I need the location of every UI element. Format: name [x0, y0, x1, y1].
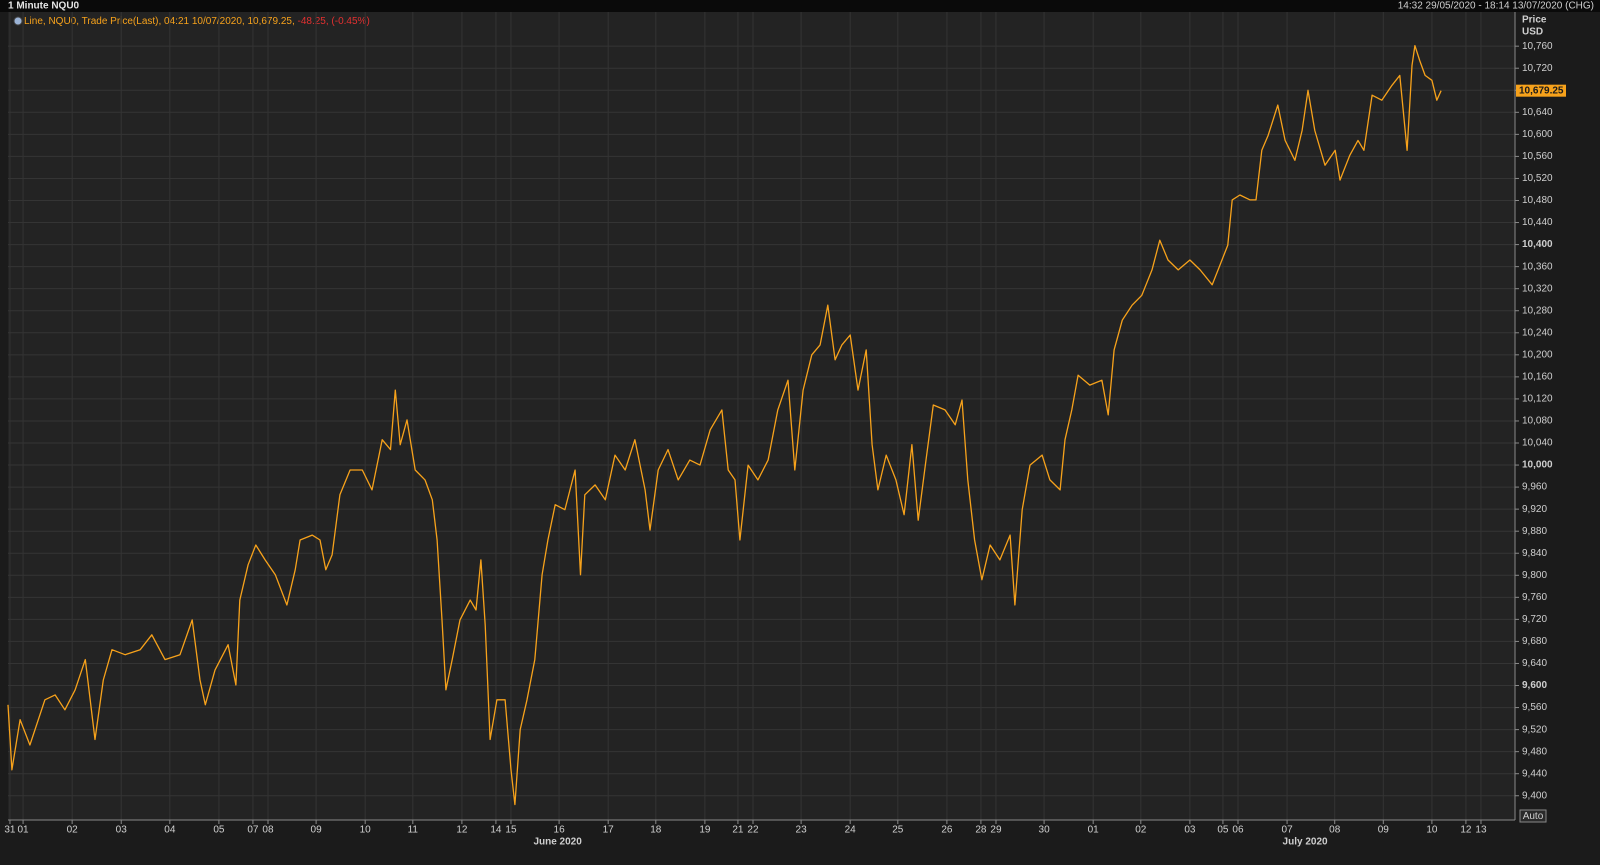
y-tick-label: 10,560: [1522, 151, 1553, 162]
x-tick-label: 31: [4, 825, 16, 836]
x-tick-label: 10: [1426, 825, 1438, 836]
last-value-label: 10,679.25: [1519, 85, 1564, 96]
price-line: [7, 44, 1442, 806]
x-tick-label: 16: [554, 825, 566, 836]
y-tick-label: 9,960: [1522, 482, 1547, 493]
y-tick-label: 9,680: [1522, 636, 1547, 647]
y-tick-label: 10,400: [1522, 239, 1553, 250]
chart-title: 1 Minute NQU0: [8, 1, 80, 12]
x-tick-label: 18: [650, 825, 662, 836]
x-tick-label: 24: [845, 825, 857, 836]
y-tick-label: 10,280: [1522, 305, 1553, 316]
legend-change: -48.25, (-0.45%): [298, 16, 370, 27]
y-tick-label: 9,400: [1522, 790, 1547, 801]
title-bar: [0, 0, 1600, 12]
y-tick-label: 10,120: [1522, 394, 1553, 405]
x-tick-label: 05: [1217, 825, 1229, 836]
y-tick-label: 9,520: [1522, 724, 1547, 735]
y-tick-label: 10,720: [1522, 63, 1553, 74]
x-tick-label: 21: [732, 825, 744, 836]
y-tick-label: 10,320: [1522, 283, 1553, 294]
y-tick-label: 9,720: [1522, 614, 1547, 625]
y-tick-label: 9,760: [1522, 592, 1547, 603]
y-tick-label: 9,440: [1522, 768, 1547, 779]
x-tick-label: 03: [116, 825, 128, 836]
y-axis-unit: USD: [1522, 27, 1543, 38]
month-label: July 2020: [1283, 837, 1328, 848]
y-tick-label: 10,160: [1522, 372, 1553, 383]
last-value-box: [1516, 84, 1566, 97]
y-tick-label: 10,240: [1522, 327, 1553, 338]
x-tick-label: 19: [699, 825, 711, 836]
y-tick-label: 9,800: [1522, 570, 1547, 581]
x-tick-label: 13: [1475, 825, 1487, 836]
x-tick-label: 11: [408, 825, 419, 836]
x-tick-label: 03: [1184, 825, 1196, 836]
x-tick-label: 29: [990, 825, 1002, 836]
time-range: 14:32 29/05/2020 - 18:14 13/07/2020 (CHG…: [1398, 1, 1594, 12]
x-tick-label: 08: [262, 825, 274, 836]
y-tick-label: 10,600: [1522, 129, 1553, 140]
x-tick-label: 12: [1460, 825, 1472, 836]
x-tick-label: 25: [892, 825, 904, 836]
x-tick-label: 26: [941, 825, 953, 836]
x-tick-label: 10: [360, 825, 372, 836]
y-tick-label: 9,640: [1522, 658, 1547, 669]
y-axis-label: Price: [1522, 15, 1547, 26]
x-tick-label: 09: [1378, 825, 1390, 836]
y-tick-label: 10,040: [1522, 438, 1553, 449]
x-tick-label: 09: [311, 825, 323, 836]
x-tick-label: 05: [213, 825, 225, 836]
legend-label: Line, NQU0, Trade Price(Last), 04:21 10/…: [24, 16, 295, 27]
y-tick-label: 10,080: [1522, 416, 1553, 427]
legend: Line, NQU0, Trade Price(Last), 04:21 10/…: [24, 16, 370, 27]
scale-mode-button[interactable]: [1519, 809, 1547, 823]
x-tick-label: 22: [747, 825, 759, 836]
y-tick-label: 9,600: [1522, 680, 1547, 691]
x-tick-label: 23: [796, 825, 808, 836]
x-tick-label: 15: [505, 825, 517, 836]
scale-mode[interactable]: Auto: [1523, 811, 1544, 822]
x-tick-label: 01: [1088, 825, 1100, 836]
x-tick-label: 07: [247, 825, 259, 836]
y-tick-label: 10,480: [1522, 195, 1553, 206]
x-tick-label: 02: [67, 825, 79, 836]
y-tick-label: 10,760: [1522, 41, 1553, 52]
y-tick-label: 9,920: [1522, 504, 1547, 515]
x-tick-label: 02: [1135, 825, 1147, 836]
y-tick-label: 9,560: [1522, 702, 1547, 713]
y-tick-label: 10,200: [1522, 349, 1553, 360]
y-tick-label: 10,640: [1522, 107, 1553, 118]
x-tick-label: 14: [490, 825, 502, 836]
legend-icon: [13, 16, 23, 26]
x-tick-label: 06: [1232, 825, 1244, 836]
x-tick-label: 12: [456, 825, 468, 836]
y-tick-label: 10,520: [1522, 173, 1553, 184]
x-tick-label: 04: [164, 825, 176, 836]
x-tick-label: 28: [975, 825, 987, 836]
x-tick-label: 30: [1039, 825, 1051, 836]
y-tick-label: 9,480: [1522, 746, 1547, 757]
y-tick-label: 9,840: [1522, 548, 1547, 559]
y-tick-label: 10,000: [1522, 460, 1553, 471]
month-label: June 2020: [533, 837, 582, 848]
x-tick-label: 01: [18, 825, 30, 836]
plot-area: [8, 12, 1515, 820]
x-tick-label: 08: [1329, 825, 1341, 836]
y-tick-label: 9,880: [1522, 526, 1547, 537]
y-tick-label: 10,440: [1522, 217, 1553, 228]
y-tick-label: 10,360: [1522, 261, 1553, 272]
x-tick-label: 17: [603, 825, 615, 836]
x-tick-label: 07: [1282, 825, 1294, 836]
